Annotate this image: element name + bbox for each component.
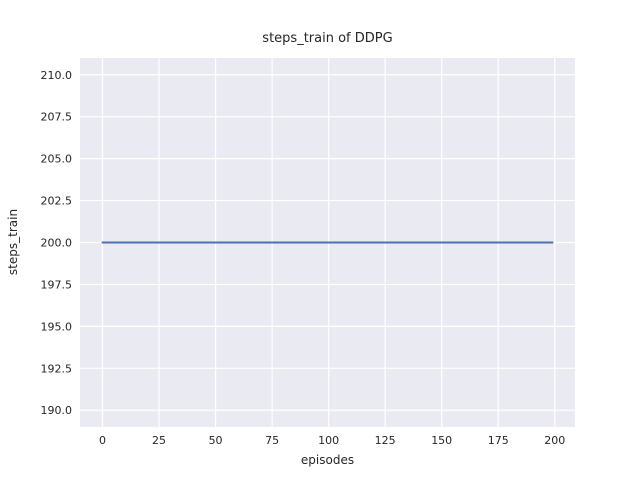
y-tick-label: 197.5: [41, 278, 73, 291]
y-tick-label: 195.0: [41, 320, 73, 333]
x-tick-label: 0: [99, 434, 106, 447]
x-tick-label: 125: [375, 434, 396, 447]
x-tick-label: 100: [318, 434, 339, 447]
x-tick-label: 25: [152, 434, 166, 447]
x-tick-label: 75: [265, 434, 279, 447]
x-tick-label: 150: [431, 434, 452, 447]
y-tick-label: 205.0: [41, 153, 73, 166]
y-tick-label: 202.5: [41, 195, 73, 208]
y-tick-label: 192.5: [41, 362, 73, 375]
y-tick-label: 207.5: [41, 111, 73, 124]
x-tick-label: 200: [544, 434, 565, 447]
x-tick-label: 175: [488, 434, 509, 447]
chart-title: steps_train of DDPG: [262, 31, 393, 46]
x-tick-label: 50: [209, 434, 223, 447]
x-axis-label: episodes: [300, 453, 355, 467]
y-tick-label: 210.0: [41, 69, 73, 82]
y-tick-label: 190.0: [41, 404, 73, 417]
y-tick-label: 200.0: [41, 237, 73, 250]
